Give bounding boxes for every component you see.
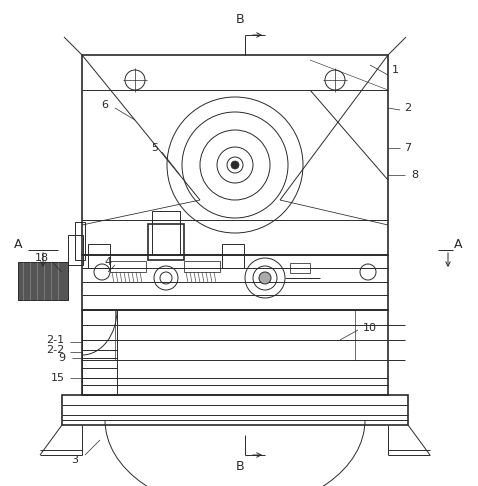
Bar	[148, 224, 184, 260]
Bar	[290, 263, 310, 273]
Text: 1: 1	[391, 65, 399, 75]
Bar	[82, 310, 388, 395]
Bar	[82, 255, 388, 310]
Text: 9: 9	[58, 353, 65, 363]
Bar	[75, 222, 85, 260]
Text: 18: 18	[35, 253, 49, 263]
Text: 10: 10	[363, 323, 377, 333]
Bar	[82, 55, 388, 255]
Text: 15: 15	[51, 373, 65, 383]
Bar	[68, 235, 83, 265]
Text: 5: 5	[152, 143, 159, 153]
Bar	[184, 261, 220, 272]
Text: 2: 2	[404, 103, 412, 113]
Bar	[222, 244, 244, 268]
Text: 6: 6	[101, 100, 109, 110]
Text: 3: 3	[72, 455, 78, 465]
Circle shape	[231, 161, 239, 169]
Bar	[62, 395, 408, 425]
Bar	[18, 262, 68, 300]
Text: A: A	[14, 239, 22, 251]
Text: B: B	[236, 14, 244, 27]
Text: B: B	[236, 459, 244, 472]
Circle shape	[259, 272, 271, 284]
Bar	[88, 244, 110, 268]
Text: 2-2: 2-2	[46, 345, 64, 355]
Bar	[110, 261, 146, 272]
Text: 7: 7	[404, 143, 412, 153]
Text: A: A	[454, 239, 462, 251]
Bar	[152, 211, 180, 255]
Bar	[82, 310, 117, 395]
Text: 4: 4	[104, 257, 111, 267]
Text: 8: 8	[412, 170, 419, 180]
Text: 2-1: 2-1	[46, 335, 64, 345]
